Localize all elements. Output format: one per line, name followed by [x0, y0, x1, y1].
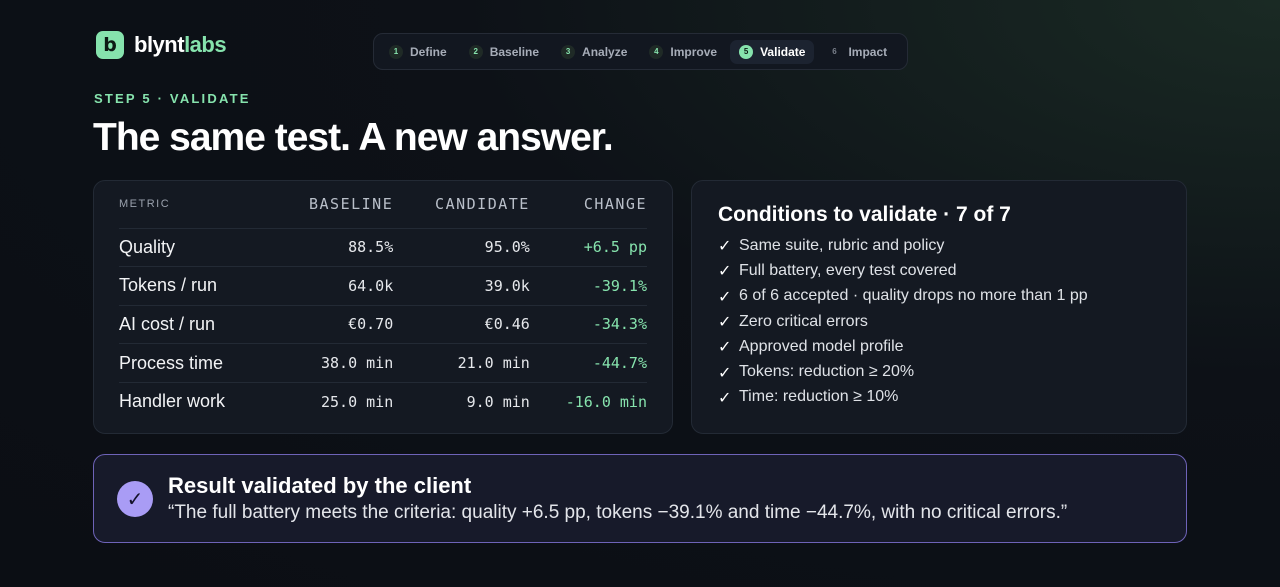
cell-baseline: €0.70	[271, 305, 394, 345]
cell-baseline: 88.5%	[271, 228, 394, 268]
list-item: ✓ Tokens: reduction ≥ 20%	[718, 359, 1160, 384]
cell-change: +6.5 pp	[529, 228, 647, 268]
column-header-metric: METRIC	[119, 181, 272, 229]
check-icon: ✓	[718, 236, 732, 256]
table-row: Quality 88.5% 95.0% +6.5 pp	[119, 228, 647, 268]
cell-candidate: 21.0 min	[393, 343, 530, 383]
step-define[interactable]: 1 Define	[380, 40, 456, 64]
step-number-badge: 3	[561, 44, 576, 59]
page-title: The same test. A new answer.	[93, 116, 614, 159]
table-row: Process time 38.0 min 21.0 min -44.7%	[119, 343, 647, 383]
cell-candidate: 95.0%	[393, 228, 530, 268]
cell-metric: Quality	[119, 228, 272, 268]
step-eyebrow: STEP 5 · VALIDATE	[94, 91, 251, 106]
cell-candidate: 39.0k	[393, 266, 530, 306]
check-icon: ✓	[718, 337, 732, 357]
table-row: Handler work 25.0 min 9.0 min -16.0 min	[119, 382, 647, 421]
check-icon: ✓	[718, 261, 732, 281]
step-number-badge: 2	[468, 44, 483, 59]
step-label: Define	[410, 44, 447, 59]
check-icon: ✓	[718, 312, 732, 332]
list-item: ✓ 6 of 6 accepted · quality drops no more…	[718, 284, 1160, 309]
step-baseline[interactable]: 2 Baseline	[460, 40, 548, 64]
cell-metric: Tokens / run	[119, 266, 272, 306]
conditions-card: Conditions to validate · 7 of 7 ✓ Same su…	[691, 180, 1187, 434]
list-item: ✓ Zero critical errors	[718, 309, 1160, 334]
step-validate[interactable]: 5 Validate	[730, 39, 815, 64]
column-header-change: CHANGE	[529, 181, 647, 229]
list-item: ✓ Same suite, rubric and policy	[718, 233, 1160, 258]
result-text: Result validated by the client “The full…	[168, 473, 1067, 524]
step-impact[interactable]: 6 Impact	[818, 40, 896, 64]
check-icon: ✓	[718, 362, 732, 382]
conditions-title: Conditions to validate · 7 of 7	[718, 203, 1011, 226]
condition-text: Time: reduction ≥ 10%	[739, 388, 899, 406]
cell-change: -16.0 min	[565, 392, 647, 411]
result-title: Result validated by the client	[168, 473, 472, 498]
metrics-card: METRIC BASELINE CANDIDATE CHANGE Quality…	[93, 180, 673, 434]
list-item: ✓ Time: reduction ≥ 10%	[718, 385, 1160, 410]
table-row: AI cost / run €0.70 €0.46 -34.3%	[119, 305, 647, 345]
list-item: ✓ Approved model profile	[718, 334, 1160, 359]
cell-baseline: 38.0 min	[271, 343, 394, 383]
cell-candidate: 9.0 min	[466, 392, 530, 411]
column-header-baseline: BASELINE	[271, 181, 394, 229]
condition-text: Same suite, rubric and policy	[739, 236, 945, 254]
metrics-table: METRIC BASELINE CANDIDATE CHANGE Quality…	[119, 181, 647, 421]
condition-text: Approved model profile	[739, 337, 904, 355]
condition-text: 6 of 6 accepted · quality drops no more …	[739, 287, 1088, 305]
step-label: Baseline	[489, 44, 540, 59]
step-label: Impact	[848, 44, 888, 59]
column-header-candidate: CANDIDATE	[393, 181, 530, 229]
cell-candidate: €0.46	[393, 305, 530, 345]
cell-change: -44.7%	[529, 343, 647, 383]
brand-logo[interactable]: b blyntlabs	[96, 31, 227, 59]
condition-text: Zero critical errors	[739, 312, 868, 330]
check-icon: ✓	[718, 387, 732, 407]
cell-baseline: 64.0k	[271, 266, 394, 306]
step-label: Validate	[760, 44, 806, 59]
logo-mark-icon: b	[96, 31, 124, 59]
step-number-badge: 5	[739, 44, 754, 59]
step-navigation: 1 Define 2 Baseline 3 Analyze 4 Improve 5 Val…	[373, 33, 908, 70]
step-analyze[interactable]: 3 Analyze	[552, 40, 636, 64]
table-row: Tokens / run 64.0k 39.0k -39.1%	[119, 266, 647, 306]
conditions-list: ✓ Same suite, rubric and policy ✓ Full bat…	[718, 233, 1160, 410]
condition-text: Tokens: reduction ≥ 20%	[739, 363, 915, 381]
step-label: Analyze	[582, 44, 628, 59]
list-item: ✓ Full battery, every test covered	[718, 258, 1160, 283]
logo-wordmark: blyntlabs	[134, 32, 227, 57]
check-icon: ✓	[718, 286, 732, 306]
result-quote: “The full battery meets the criteria: qu…	[168, 502, 1068, 523]
cell-change: -39.1%	[529, 266, 647, 306]
step-number-badge: 6	[832, 47, 837, 56]
cell-metric: Process time	[119, 343, 272, 383]
condition-text: Full battery, every test covered	[739, 261, 957, 279]
step-number-badge: 1	[389, 44, 403, 59]
result-banner: ✓ Result validated by the client “The fu…	[93, 454, 1187, 543]
table-header-row: METRIC BASELINE CANDIDATE CHANGE	[119, 181, 647, 229]
cell-metric: AI cost / run	[119, 305, 272, 345]
step-label: Improve	[670, 44, 718, 59]
step-number-badge: 4	[649, 44, 664, 59]
check-circle-icon: ✓	[117, 480, 153, 517]
cell-change: -34.3%	[529, 305, 647, 345]
cell-metric: Handler work	[119, 391, 226, 412]
step-improve[interactable]: 4 Improve	[640, 40, 726, 64]
cell-baseline: 25.0 min	[320, 392, 394, 411]
